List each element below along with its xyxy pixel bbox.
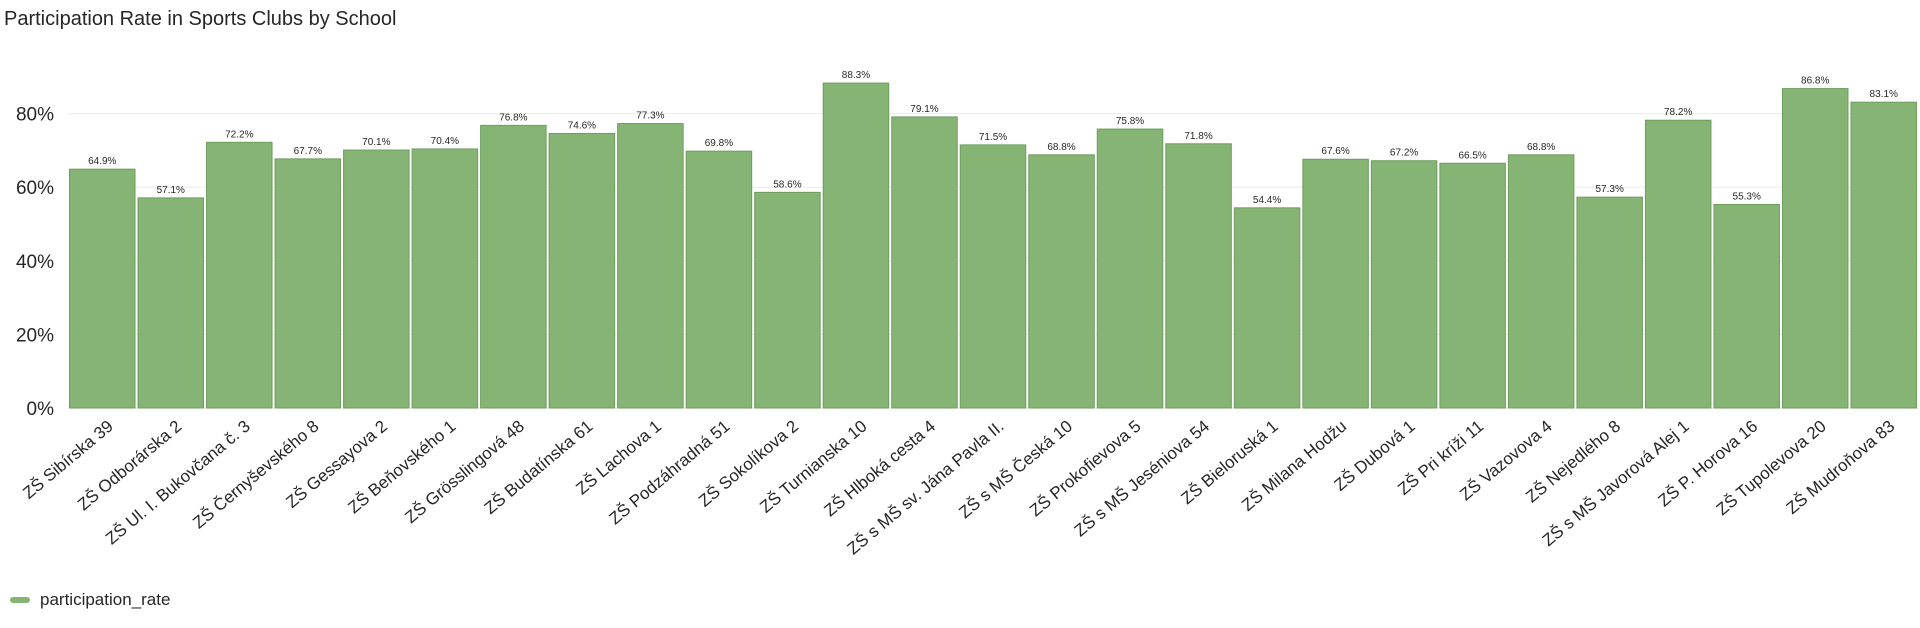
bar[interactable] [1233,207,1301,409]
bar-value-label: 88.3% [842,70,870,81]
bar-value-label: 78.2% [1664,107,1692,118]
bar[interactable] [1576,196,1643,409]
bar[interactable] [1850,101,1917,409]
bar-value-label: 57.3% [1595,184,1623,195]
bar-value-label: 71.8% [1184,131,1212,142]
bar[interactable] [1370,160,1438,409]
legend-swatch [10,597,30,603]
bar[interactable] [1165,143,1232,409]
legend[interactable]: participation_rate [10,590,170,610]
bar-value-label: 66.5% [1458,150,1486,161]
bar[interactable] [480,124,547,409]
y-tick-label: 60% [16,178,54,199]
bar[interactable] [1644,119,1712,409]
bar-value-label: 58.6% [773,179,801,190]
y-tick-label: 80% [16,105,54,126]
bar[interactable] [411,148,479,409]
bar-value-label: 76.8% [499,112,527,123]
bar-value-label: 83.1% [1870,89,1898,100]
bar-value-label: 72.2% [225,129,253,140]
bar[interactable] [822,82,890,409]
bar-value-label: 79.1% [910,104,938,115]
bar-value-label: 68.8% [1047,142,1075,153]
bar-value-label: 67.6% [1321,146,1349,157]
bar[interactable] [1781,88,1849,409]
x-tick-label: ZŠ s MŠ Česká 10 [955,417,1076,523]
bar-value-label: 71.5% [979,132,1007,143]
x-tick-label: ZŠ Prokofievova 5 [1026,417,1145,521]
bar[interactable] [206,141,273,409]
bar[interactable] [137,197,205,409]
legend-label: participation_rate [40,590,171,609]
bar-value-label: 54.4% [1253,195,1281,206]
bar[interactable] [1028,154,1095,409]
x-tick-label: ZŠ Podzáhradná 51 [605,417,733,529]
bar-value-label: 64.9% [88,156,116,167]
bar-value-label: 67.7% [294,146,322,157]
bar-value-label: 55.3% [1733,191,1761,202]
bar-value-label: 70.4% [431,136,459,147]
bar-value-label: 57.1% [157,185,185,196]
bar-value-label: 75.8% [1116,116,1144,127]
bar-value-label: 69.8% [705,138,733,149]
bar[interactable] [959,144,1027,409]
bar[interactable] [685,150,753,409]
chart-title: Participation Rate in Sports Clubs by Sc… [4,8,397,30]
x-tick-label: ZŠ s MŠ Jeséniova 54 [1071,417,1214,541]
x-tick-label: ZŠ Hlboká cesta 4 [820,417,939,521]
y-tick-label: 40% [16,252,54,273]
bar[interactable] [1096,128,1164,409]
bar[interactable] [1302,158,1369,409]
bar-value-label: 67.2% [1390,148,1418,159]
x-tick-label: ZŠ Černyševského 8 [189,417,322,533]
bar[interactable] [1439,162,1506,409]
bar[interactable] [1713,203,1780,409]
bar-value-label: 74.6% [568,120,596,131]
bar-value-label: 70.1% [362,137,390,148]
bar-value-label: 68.8% [1527,142,1555,153]
bar[interactable] [754,191,821,409]
bar[interactable] [69,168,136,409]
x-tick-label: ZŠ Grösslingová 48 [401,417,528,528]
bar-value-label: 77.3% [636,111,664,122]
y-tick-label: 0% [27,399,55,420]
bar[interactable] [617,123,684,409]
bar[interactable] [891,116,958,409]
bar[interactable] [274,158,342,409]
y-tick-label: 20% [16,325,54,346]
bar[interactable] [548,132,616,409]
bar-value-label: 86.8% [1801,76,1829,87]
bar[interactable] [343,149,410,409]
bar[interactable] [1507,154,1575,409]
